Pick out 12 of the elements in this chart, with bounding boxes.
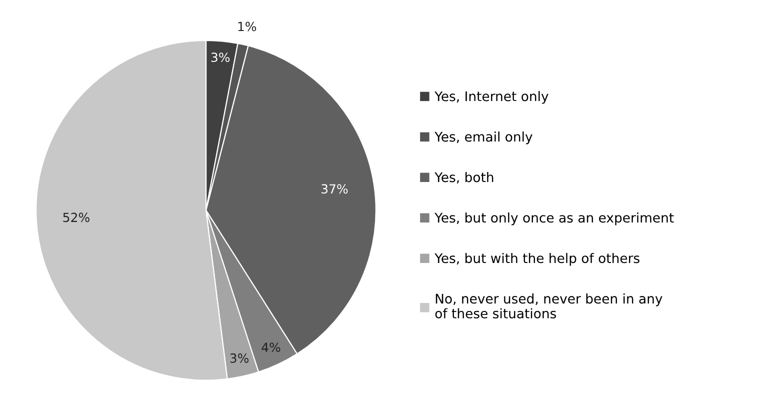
legend-label: Yes, Internet only [434,91,548,104]
data-label: 4% [262,342,280,352]
data-label: 3% [211,52,230,62]
legend-label: No, never used, never been in any of these situations [435,293,662,318]
data-label: 37% [322,184,348,194]
legend-label: Yes, email only [434,132,532,144]
legend-label: Yes, but with the help of others [434,252,640,266]
data-label: 52% [63,212,90,222]
legend-label: Yes, both [434,172,494,184]
data-label: 3% [230,353,249,363]
legend-label: Yes, but only once as an experiment [434,212,674,226]
data-label: 1% [238,22,256,32]
